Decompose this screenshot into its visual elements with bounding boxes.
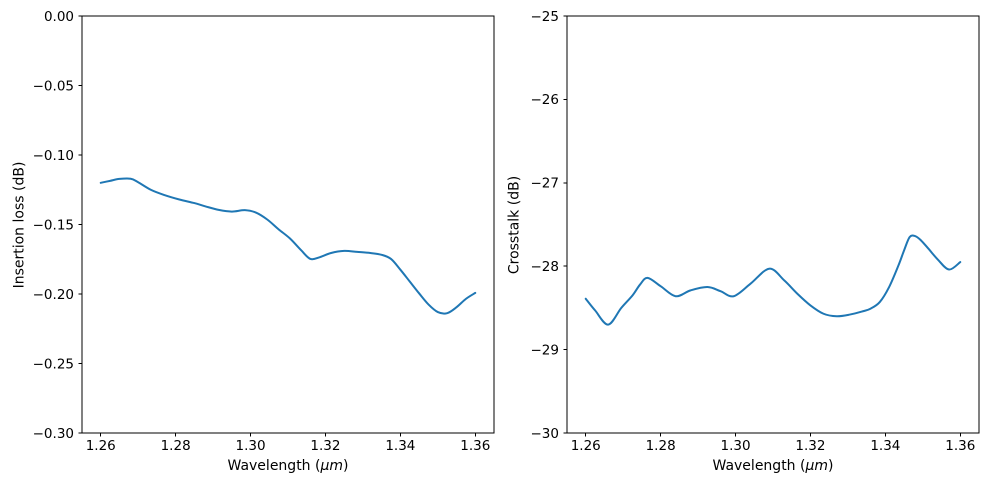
crosstalk-plot: 1.26 1.28 1.30 1.32 1.34 1.36 −25 −26 −27 −28 −29 −… — [531, 9, 980, 454]
x-tick-label: 1.26 — [86, 438, 116, 454]
y-tick-label: −26 — [531, 92, 560, 108]
y-tick-label: −0.20 — [33, 287, 74, 303]
plot-border — [566, 15, 980, 434]
x-axis-label: Wavelength (μm) — [82, 456, 494, 476]
y-tick-label: −0.25 — [33, 356, 74, 372]
x-axis-label-unit: μm — [805, 458, 829, 474]
x-axis-label-close: ) — [343, 458, 349, 474]
x-tick-label: 1.26 — [571, 438, 601, 454]
x-tick-label: 1.36 — [460, 438, 490, 454]
crosstalk-line — [584, 234, 962, 326]
y-axis-label: Crosstalk (dB) — [506, 175, 523, 275]
x-axis-label: Wavelength (μm) — [567, 456, 979, 476]
x-tick-label: 1.34 — [385, 438, 415, 454]
x-tick-label: 1.30 — [721, 438, 751, 454]
insertion-loss-plot: 1.26 1.28 1.30 1.32 1.34 1.36 0.00 −0.05 −0.10 −0… — [33, 9, 495, 454]
x-axis-label-text: Wavelength ( — [712, 458, 806, 474]
y-tick-label: −0.15 — [33, 217, 74, 233]
x-tick-label: 1.32 — [795, 438, 825, 454]
y-tick-label: −30 — [531, 426, 560, 442]
y-tick-label: −0.30 — [33, 426, 74, 442]
subplot-crosstalk: 1.26 1.28 1.30 1.32 1.34 1.36 −25 −26 −27 −28 −29 −… — [507, 9, 980, 474]
x-tick-label: 1.28 — [646, 438, 676, 454]
x-tick-label: 1.36 — [945, 438, 975, 454]
x-axis-label-unit: μm — [320, 458, 344, 474]
y-tick-label: −25 — [531, 9, 560, 25]
x-tick-label: 1.30 — [236, 438, 266, 454]
subplot-insertion-loss: 1.26 1.28 1.30 1.32 1.34 1.36 0.00 −0.05 −0.10 −0… — [12, 9, 495, 474]
y-axis-label: Insertion loss (dB) — [11, 161, 28, 289]
x-tick-label: 1.34 — [870, 438, 900, 454]
y-tick-label: −28 — [531, 259, 560, 275]
y-tick-label: −0.05 — [33, 78, 74, 94]
y-tick-label: 0.00 — [44, 9, 74, 25]
x-tick-label: 1.28 — [161, 438, 191, 454]
y-tick-label: −29 — [531, 342, 560, 358]
x-axis-label-close: ) — [828, 458, 834, 474]
x-axis-label-text: Wavelength ( — [227, 458, 321, 474]
y-tick-label: −27 — [531, 176, 560, 192]
x-tick-label: 1.32 — [310, 438, 340, 454]
plot-border — [81, 15, 495, 434]
y-tick-label: −0.10 — [33, 148, 74, 164]
insertion-loss-line — [99, 177, 477, 315]
